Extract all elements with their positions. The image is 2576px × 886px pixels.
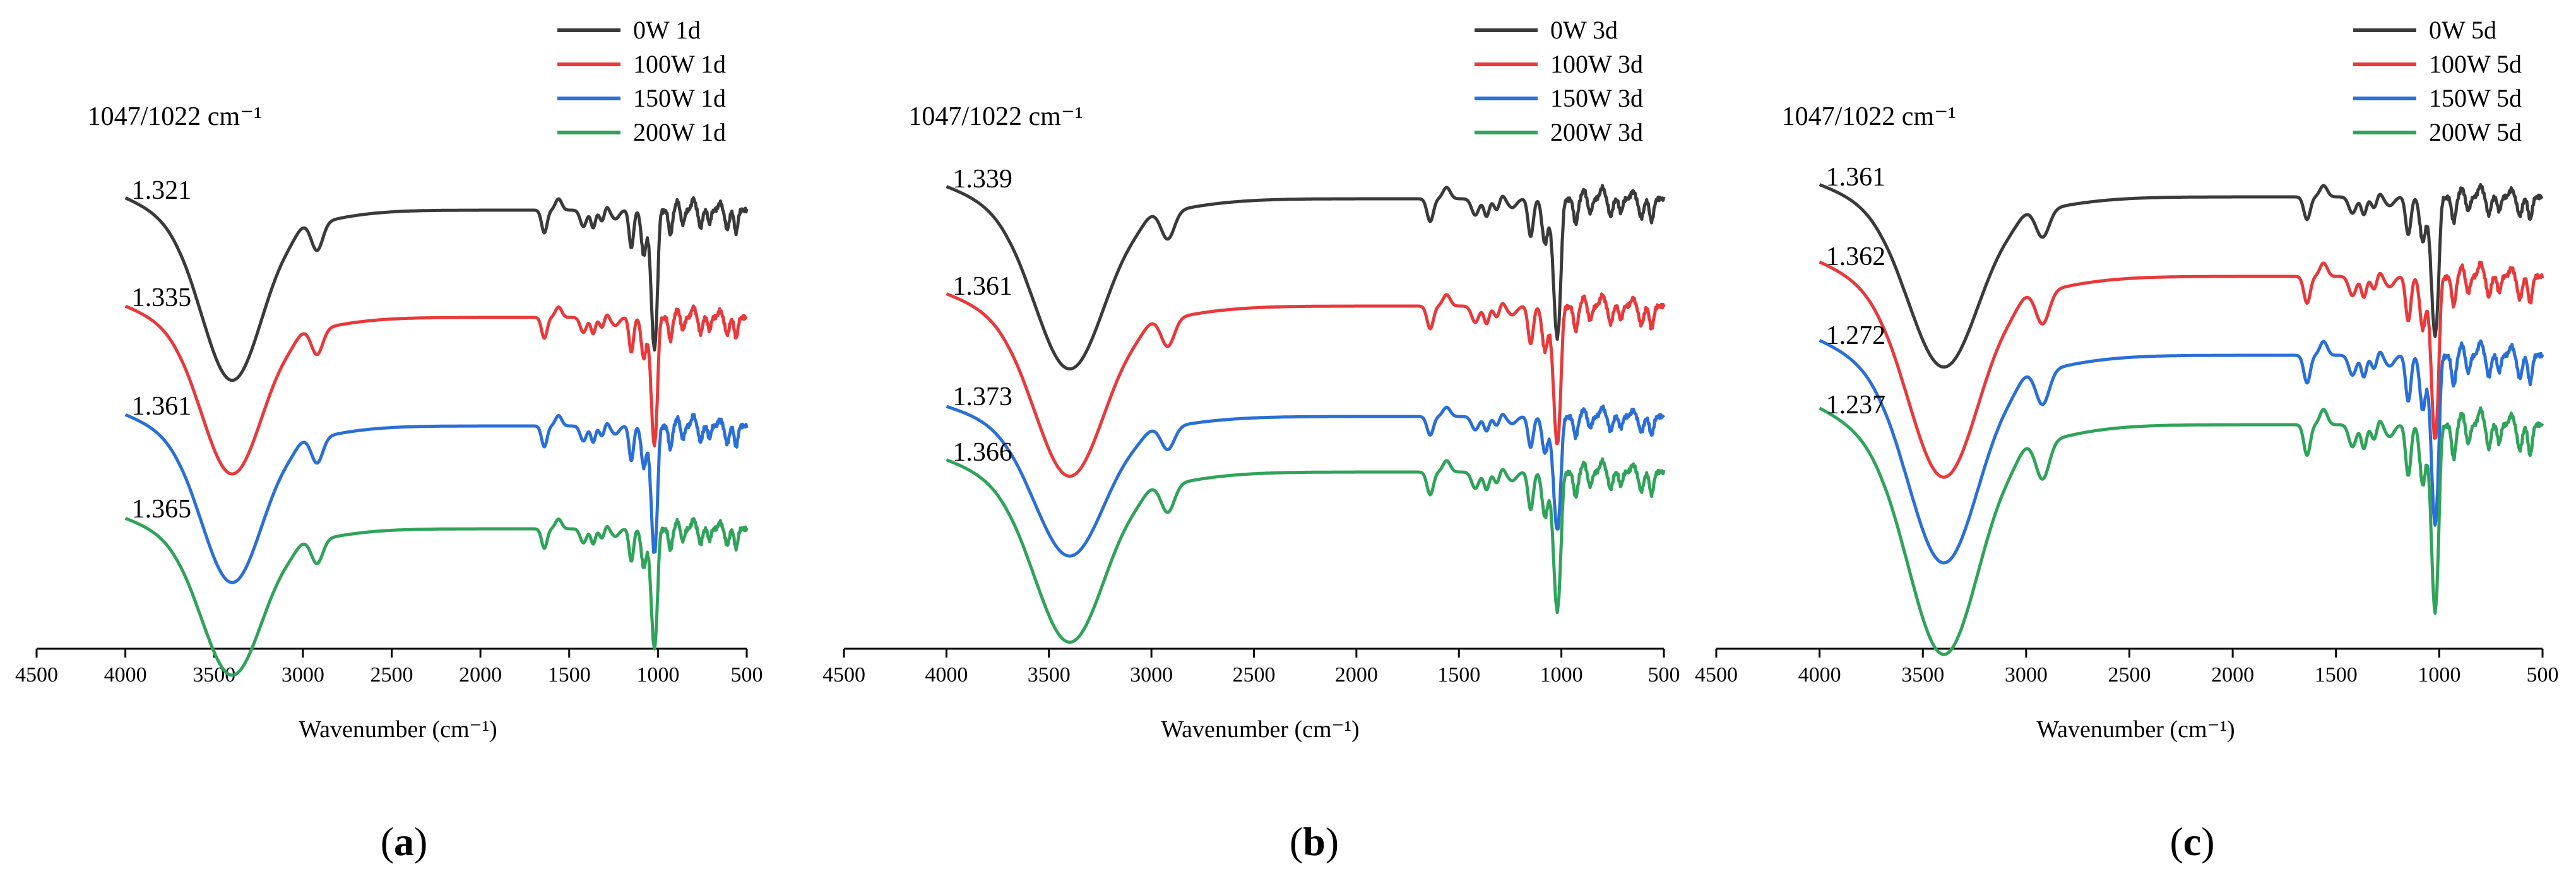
ratio-value-label: 1.373: [953, 382, 1012, 411]
ratio-value-label: 1.335: [132, 283, 192, 312]
spectrum-line-100w-3d: [946, 292, 1666, 478]
legend-entry: 0W 3d: [1550, 16, 1618, 44]
legend-entry: 100W 3d: [1550, 50, 1643, 78]
panel-label: (c): [2169, 819, 2214, 864]
spectrum-line-150w-3d: [946, 405, 1665, 558]
legend-entry: 150W 5d: [2429, 84, 2522, 112]
x-tick-label: 1000: [2418, 663, 2460, 687]
spectrum-line-200w-5d: [1819, 406, 2544, 656]
x-tick-label: 3000: [282, 663, 324, 687]
panel-c: 4500 4000 3500 3000 2500 2000 1500 1000 500 Waven…: [1695, 16, 2559, 864]
x-tick-label: 2500: [371, 663, 413, 687]
x-tick-label: 3000: [1130, 663, 1173, 687]
x-tick-label: 1500: [1437, 663, 1480, 687]
x-tick-label: 2500: [2108, 663, 2151, 687]
ratio-value-label: 1.321: [132, 176, 192, 205]
panel-label: (b): [1290, 819, 1339, 864]
spectrum-line-0w-1d: [124, 196, 749, 382]
spectrum-line-0w-3d: [946, 184, 1666, 371]
x-tick-label: 1000: [636, 663, 679, 687]
x-axis-label: Wavenumber (cm⁻¹): [1161, 716, 1359, 743]
ratio-value-label: 1.366: [953, 438, 1012, 467]
x-tick-label: 4500: [15, 663, 58, 687]
ratio-value-label: 1.362: [1826, 242, 1886, 271]
x-tick-label: 2000: [459, 663, 502, 687]
ratio-value-label: 1.272: [1826, 321, 1886, 350]
panel-a: 4500 4000 3500 3000 2500 2000 1500 1000 500Waven…: [15, 16, 763, 864]
ratio-value-label: 1.365: [132, 495, 192, 524]
x-tick-label: 4000: [104, 663, 147, 687]
x-tick-label: 2500: [1233, 663, 1276, 687]
spectrum-line-150w-5d: [1819, 339, 2544, 565]
x-tick-label: 2000: [2211, 663, 2254, 687]
legend-entry: 100W 5d: [2429, 50, 2522, 78]
ratio-value-label: 1.361: [1826, 163, 1886, 192]
x-axis-label: Wavenumber (cm⁻¹): [299, 716, 497, 743]
x-tick-label: 4500: [1695, 663, 1738, 687]
legend-entry: 0W 1d: [633, 16, 701, 44]
legend-entry: 150W 1d: [633, 84, 726, 112]
legend-entry: 100W 1d: [633, 50, 726, 78]
spectrum-line-0w-5d: [1819, 182, 2544, 369]
x-tick-label: 3000: [2005, 663, 2048, 687]
x-tick-label: 1000: [1540, 663, 1583, 687]
legend-entry: 150W 3d: [1550, 84, 1643, 112]
spectrum-line-100w-5d: [1819, 260, 2544, 479]
x-tick-label: 500: [731, 663, 763, 687]
spectrum-line-150w-1d: [124, 413, 749, 584]
panel-label: (a): [381, 819, 428, 864]
legend-entry: 200W 5d: [2429, 118, 2522, 146]
x-tick-label: 4500: [822, 663, 865, 687]
x-tick-label: 1500: [2315, 663, 2358, 687]
x-tick-label: 4000: [1798, 663, 1841, 687]
x-tick-label: 4000: [925, 663, 968, 687]
x-tick-label: 2000: [1335, 663, 1378, 687]
spectrum-line-200w-1d: [124, 516, 749, 677]
x-axis-label: Wavenumber (cm⁻¹): [2036, 716, 2235, 743]
ratio-value-label: 1.237: [1826, 391, 1886, 420]
ratio-value-label: 1.361: [132, 392, 192, 421]
x-tick-label: 1500: [548, 663, 591, 687]
legend-entry: 200W 1d: [633, 118, 726, 146]
x-tick-label: 3500: [1901, 663, 1944, 687]
x-tick-label: 3500: [1028, 663, 1071, 687]
panel-b: 4500 4000 3500 3000 2500 2000 1500 1000 500 Waven…: [822, 16, 1680, 864]
ratio-value-label: 1.339: [953, 165, 1012, 194]
ratio-value-label: 1.361: [953, 272, 1012, 301]
legend-entry: 0W 5d: [2429, 16, 2496, 44]
ratio-annotation-title: 1047/1022 cm⁻¹: [1782, 102, 1956, 131]
legend-entry: 200W 3d: [1550, 118, 1643, 146]
ratio-annotation-title: 1047/1022 cm⁻¹: [908, 102, 1083, 131]
ratio-annotation-title: 1047/1022 cm⁻¹: [88, 102, 262, 131]
x-tick-label: 500: [2527, 663, 2559, 687]
spectrum-line-100w-1d: [124, 304, 748, 476]
x-tick-label: 500: [1648, 663, 1680, 687]
spectrum-line-200w-3d: [946, 457, 1666, 644]
